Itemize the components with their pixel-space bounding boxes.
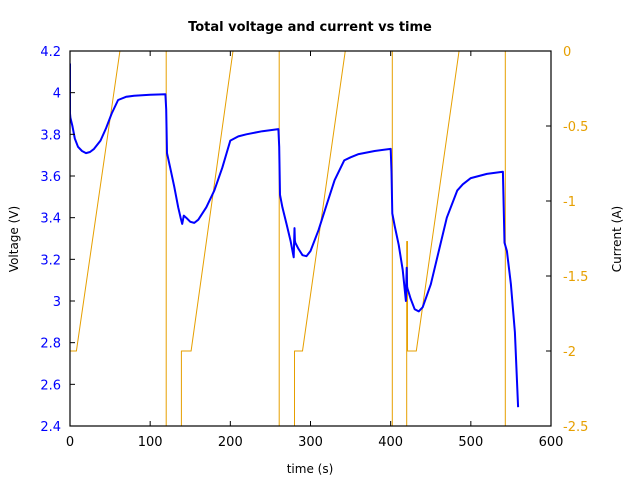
x-tick-label: 600 [539,435,564,450]
axes-ticks: 0 100 200 300 400 500 600 2.4 2.6 2.8 3 3.2 3.4 3.6 3.… [40,45,588,450]
y-tick-label: 2.4 [40,420,61,435]
y2-tick-label: -0.5 [563,120,588,135]
x-tick-label: 200 [218,435,243,450]
y2-tick-label: -1.5 [563,270,588,285]
x-tick-label: 300 [298,435,323,450]
x-tick-label: 500 [458,435,483,450]
y2-axis-label: Current (A) [610,206,624,272]
y-tick-label: 3.4 [40,212,61,227]
y2-tick-label: 0 [563,45,571,60]
x-tick-label: 0 [66,435,74,450]
y-tick-label: 3.2 [40,253,61,268]
y-tick-label: 3 [53,295,61,310]
chart-title: Total voltage and current vs time [188,20,432,35]
y-tick-label: 2.8 [40,337,61,352]
y-tick-label: 2.6 [40,378,61,393]
y-tick-label: 3.6 [40,170,61,185]
y2-tick-label: -1 [563,195,576,210]
plot-frame [69,50,552,427]
current-line [70,51,506,426]
y-tick-label: 3.8 [40,128,61,143]
y2-tick-label: -2 [563,345,576,360]
voltage-line [70,63,520,408]
x-axis-label: time (s) [287,462,334,476]
y-tick-label: 4 [53,87,61,102]
x-tick-label: 100 [138,435,163,450]
y-tick-label: 4.2 [40,45,61,60]
y2-tick-label: -2.5 [563,420,588,435]
y-axis-label: Voltage (V) [7,206,21,272]
x-tick-label: 400 [378,435,403,450]
plot-area [70,51,520,426]
